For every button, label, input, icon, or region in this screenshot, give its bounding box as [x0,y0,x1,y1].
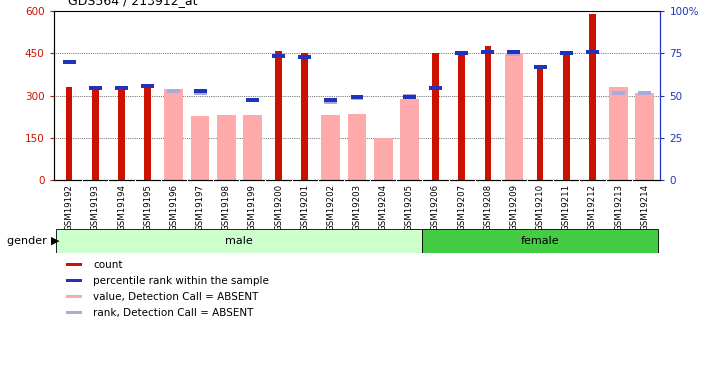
Text: GSM19207: GSM19207 [457,184,466,231]
Text: female: female [521,236,560,246]
Bar [505,53,523,180]
Bar [193,90,206,93]
Bar [243,115,262,180]
Bar [373,138,393,180]
Bar [164,89,183,180]
Text: gender: gender [6,236,50,246]
Text: value, Detection Call = ABSENT: value, Detection Call = ABSENT [93,292,258,302]
Bar [351,96,363,100]
Text: GSM19192: GSM19192 [65,184,74,231]
Bar [485,46,491,180]
Bar [89,86,102,90]
Text: GSM19214: GSM19214 [640,184,649,231]
Text: GSM19201: GSM19201 [300,184,309,231]
Bar [272,54,285,58]
Bar [246,98,259,102]
Bar [115,86,128,90]
Text: GSM19211: GSM19211 [562,184,570,231]
Bar [481,50,494,54]
Text: GSM19213: GSM19213 [614,184,623,231]
Text: GSM19208: GSM19208 [483,184,492,231]
Text: male: male [226,236,253,246]
Text: GSM19206: GSM19206 [431,184,440,231]
Text: GDS564 / 213912_at: GDS564 / 213912_at [68,0,197,8]
Bar [63,60,76,64]
Bar [638,92,651,95]
Text: rank, Detection Call = ABSENT: rank, Detection Call = ABSENT [93,308,253,318]
Bar [635,93,654,180]
Bar [324,98,337,102]
Bar [66,263,82,266]
Bar [66,311,82,314]
Bar [429,86,442,90]
Bar [119,88,125,180]
Bar [66,295,82,298]
Text: GSM19197: GSM19197 [196,184,204,231]
Text: GSM19195: GSM19195 [144,184,152,231]
Bar [191,116,209,180]
Bar [92,88,99,180]
Bar [537,68,543,180]
Bar [400,99,418,180]
Bar [193,92,206,95]
Text: GSM19200: GSM19200 [274,184,283,231]
Text: GSM19199: GSM19199 [248,184,257,231]
Text: GSM19203: GSM19203 [353,184,361,231]
Bar [298,55,311,59]
Bar [301,54,308,180]
Bar [589,14,595,180]
Bar [144,88,151,180]
Text: GSM19210: GSM19210 [536,184,545,231]
Bar [508,50,521,54]
Bar [351,95,363,99]
Bar [560,51,573,55]
Bar [56,229,423,253]
Bar [563,54,570,180]
Bar [217,115,236,180]
Bar [167,88,181,93]
Bar [432,54,438,180]
Bar [246,98,259,102]
Bar [423,229,658,253]
Text: percentile rank within the sample: percentile rank within the sample [93,276,269,286]
Text: GSM19194: GSM19194 [117,184,126,231]
Text: count: count [93,260,123,270]
Bar [533,64,547,69]
Bar [321,116,341,180]
Bar [141,84,154,88]
Text: GSM19205: GSM19205 [405,184,414,231]
Text: GSM19196: GSM19196 [169,184,178,231]
Text: GSM19209: GSM19209 [510,184,518,231]
Bar [458,52,465,180]
Text: GSM19193: GSM19193 [91,184,100,231]
Bar [612,91,625,95]
Bar [508,52,521,56]
Text: GSM19198: GSM19198 [222,184,231,231]
Bar [276,51,282,180]
Bar [324,100,337,104]
Bar [66,279,82,282]
Text: GSM19204: GSM19204 [378,184,388,231]
Text: ▶: ▶ [51,236,59,246]
Text: GSM19212: GSM19212 [588,184,597,231]
Bar [403,95,416,99]
Text: GSM19202: GSM19202 [326,184,336,231]
Bar [66,87,73,180]
Bar [609,87,628,180]
Bar [348,114,366,180]
Bar [455,51,468,56]
Bar [586,50,599,54]
Bar [403,94,416,98]
